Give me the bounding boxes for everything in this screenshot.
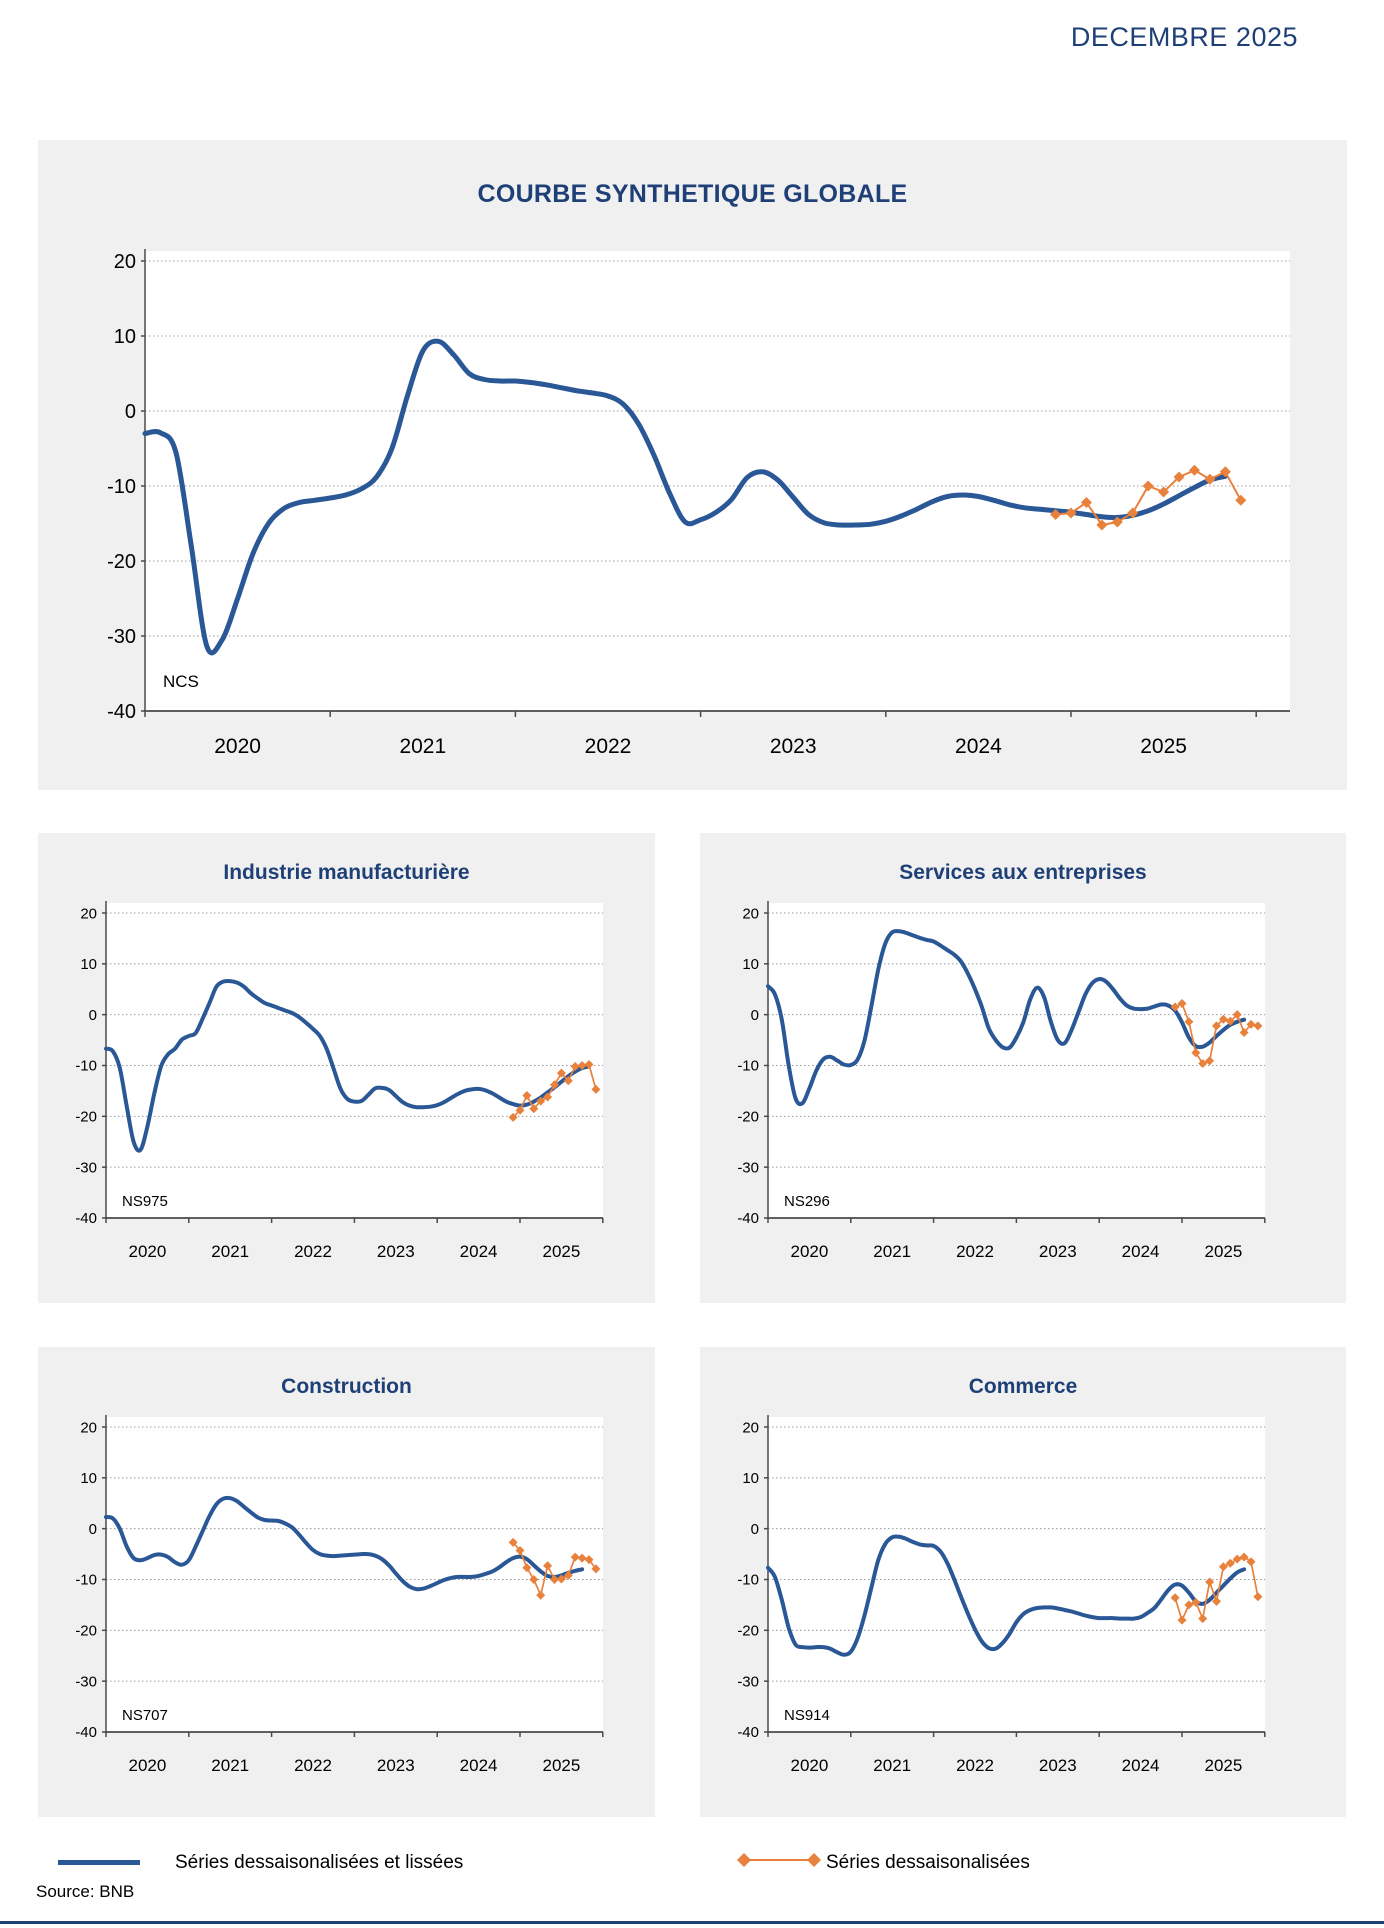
svg-text:20: 20 [80, 1419, 97, 1436]
svg-text:2020: 2020 [214, 735, 261, 758]
global-chart-canvas: 20 10 0 -10 -20 -30 -40 2020 2021 2022 2023 2024 202… [107, 249, 1290, 758]
svg-text:-10: -10 [737, 1572, 759, 1589]
panel-industrie-chart: Industrie manufacturière 20 10 0 -10 -20 -30 -… [38, 833, 655, 1303]
svg-text:-40: -40 [75, 1724, 97, 1741]
svg-text:-10: -10 [107, 476, 136, 498]
svg-text:-10: -10 [75, 1572, 97, 1589]
svg-text:-30: -30 [737, 1159, 759, 1176]
svg-text:2025: 2025 [1140, 735, 1187, 758]
svg-text:0: 0 [89, 1521, 97, 1538]
chart-title-commerce: Commerce [968, 1375, 1078, 1398]
svg-text:2021: 2021 [211, 1242, 249, 1261]
svg-text:2022: 2022 [294, 1242, 332, 1261]
chart-title-global: COURBE SYNTHETIQUE GLOBALE [477, 180, 908, 208]
svg-text:-40: -40 [737, 1210, 759, 1227]
svg-text:2020: 2020 [790, 1756, 828, 1775]
svg-text:-30: -30 [737, 1673, 759, 1690]
report-date: DECEMBRE 2025 [1070, 22, 1298, 52]
svg-text:-30: -30 [75, 1159, 97, 1176]
svg-text:2020: 2020 [128, 1756, 166, 1775]
svg-text:2021: 2021 [211, 1756, 249, 1775]
svg-text:-30: -30 [107, 626, 136, 648]
svg-text:-10: -10 [737, 1058, 759, 1075]
svg-text:2023: 2023 [377, 1756, 415, 1775]
svg-text:-20: -20 [737, 1109, 759, 1126]
legend-label-raw: Séries dessaisonalisées [826, 1852, 1030, 1873]
svg-text:NS975: NS975 [122, 1193, 168, 1210]
source-note: Source: BNB [36, 1882, 135, 1901]
industrie-chart-canvas: 20 10 0 -10 -20 -30 -40 2020 2021 2022 2023 2024 202… [75, 901, 604, 1261]
svg-text:2021: 2021 [399, 735, 446, 758]
svg-text:-20: -20 [737, 1623, 759, 1640]
svg-text:2022: 2022 [585, 735, 632, 758]
svg-text:-40: -40 [107, 701, 136, 723]
svg-text:2023: 2023 [1039, 1242, 1077, 1261]
svg-text:0: 0 [89, 1007, 97, 1024]
raw-series-swatch-icon [737, 1853, 821, 1867]
svg-text:0: 0 [751, 1007, 759, 1024]
svg-text:0: 0 [751, 1521, 759, 1538]
svg-text:2022: 2022 [956, 1756, 994, 1775]
svg-text:NS296: NS296 [784, 1193, 830, 1210]
panel-construction-chart: Construction 20 10 0 -10 -20 -30 -40 2020 2021 20… [38, 1347, 655, 1817]
svg-text:2024: 2024 [460, 1756, 498, 1775]
svg-text:2024: 2024 [460, 1242, 498, 1261]
svg-text:10: 10 [114, 326, 136, 348]
svg-text:2022: 2022 [294, 1756, 332, 1775]
bottom-rule [0, 1921, 1384, 1924]
chart-title-services: Services aux entreprises [899, 861, 1147, 884]
svg-text:2021: 2021 [873, 1756, 911, 1775]
smoothed-line-swatch-icon [58, 1860, 140, 1865]
svg-text:2025: 2025 [542, 1242, 580, 1261]
svg-text:2024: 2024 [1122, 1242, 1160, 1261]
panel-services-chart: Services aux entreprises 20 10 0 -10 -20 -30 -… [700, 833, 1346, 1303]
svg-text:-30: -30 [75, 1673, 97, 1690]
svg-text:-40: -40 [75, 1210, 97, 1227]
svg-text:2025: 2025 [1204, 1242, 1242, 1261]
commerce-chart-canvas: 20 10 0 -10 -20 -30 -40 2020 2021 2022 2023 2024 202… [737, 1415, 1266, 1775]
chart-title-construction: Construction [281, 1375, 412, 1398]
svg-text:2022: 2022 [956, 1242, 994, 1261]
legend: Séries dessaisonalisées et lissées Série… [0, 1840, 1384, 1880]
svg-text:2024: 2024 [1122, 1756, 1160, 1775]
svg-text:-20: -20 [107, 551, 136, 573]
svg-text:-20: -20 [75, 1109, 97, 1126]
svg-text:20: 20 [114, 251, 136, 273]
panel-commerce-chart: Commerce 20 10 0 -10 -20 -30 -40 2020 2021 2022 20… [700, 1347, 1346, 1817]
panel-global-chart: COURBE SYNTHETIQUE GLOBALE 20 10 0 -10 -20 -3… [38, 140, 1347, 790]
svg-text:0: 0 [125, 401, 136, 423]
legend-label-smoothed: Séries dessaisonalisées et lissées [175, 1852, 464, 1873]
svg-text:2025: 2025 [542, 1756, 580, 1775]
svg-text:-10: -10 [75, 1058, 97, 1075]
svg-text:NS707: NS707 [122, 1707, 168, 1724]
services-chart-canvas: 20 10 0 -10 -20 -30 -40 2020 2021 2022 2023 2024 202… [737, 901, 1266, 1261]
svg-text:10: 10 [742, 956, 759, 973]
svg-text:20: 20 [742, 1419, 759, 1436]
svg-text:2023: 2023 [1039, 1756, 1077, 1775]
svg-text:2021: 2021 [873, 1242, 911, 1261]
svg-text:10: 10 [80, 956, 97, 973]
svg-text:2024: 2024 [955, 735, 1002, 758]
svg-text:20: 20 [742, 905, 759, 922]
svg-text:10: 10 [742, 1470, 759, 1487]
svg-text:2023: 2023 [770, 735, 817, 758]
svg-text:NS914: NS914 [784, 1707, 830, 1724]
svg-text:2020: 2020 [790, 1242, 828, 1261]
svg-text:2020: 2020 [128, 1242, 166, 1261]
svg-text:NCS: NCS [163, 672, 199, 691]
svg-text:2025: 2025 [1204, 1756, 1242, 1775]
svg-text:2023: 2023 [377, 1242, 415, 1261]
chart-title-industrie: Industrie manufacturière [223, 861, 470, 884]
svg-text:-20: -20 [75, 1623, 97, 1640]
svg-text:10: 10 [80, 1470, 97, 1487]
svg-text:20: 20 [80, 905, 97, 922]
construction-chart-canvas: 20 10 0 -10 -20 -30 -40 2020 2021 2022 2023 2024 202… [75, 1415, 604, 1775]
svg-text:-40: -40 [737, 1724, 759, 1741]
